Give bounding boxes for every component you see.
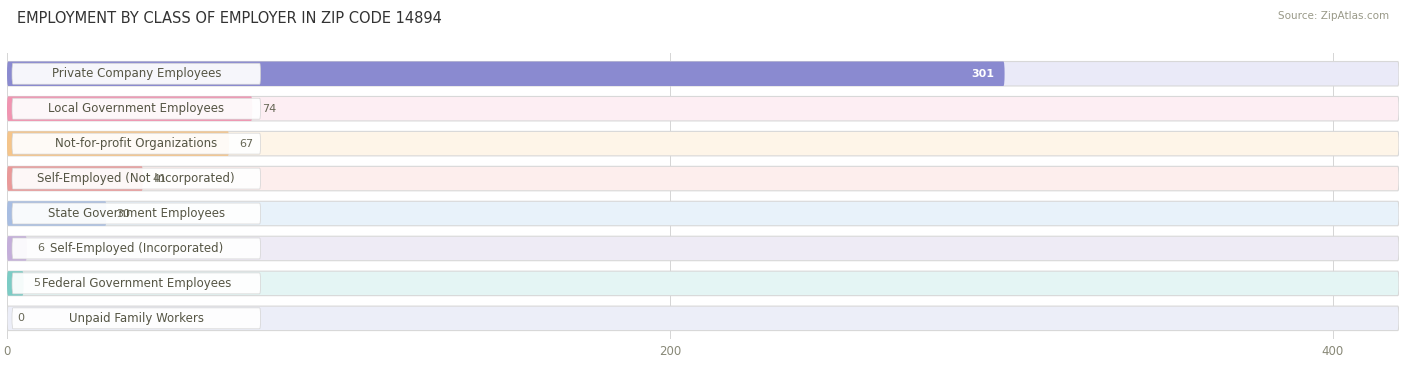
FancyBboxPatch shape <box>13 308 260 329</box>
Text: Not-for-profit Organizations: Not-for-profit Organizations <box>55 137 218 150</box>
FancyBboxPatch shape <box>7 132 1399 156</box>
Text: Source: ZipAtlas.com: Source: ZipAtlas.com <box>1278 11 1389 21</box>
FancyBboxPatch shape <box>7 61 1399 86</box>
Text: 301: 301 <box>972 69 994 79</box>
FancyBboxPatch shape <box>13 168 260 189</box>
FancyBboxPatch shape <box>7 97 252 121</box>
FancyBboxPatch shape <box>7 236 1399 261</box>
FancyBboxPatch shape <box>13 273 260 294</box>
FancyBboxPatch shape <box>7 166 1399 191</box>
FancyBboxPatch shape <box>7 306 1399 331</box>
Text: 6: 6 <box>37 244 44 253</box>
Text: Local Government Employees: Local Government Employees <box>48 102 225 115</box>
FancyBboxPatch shape <box>7 201 1399 226</box>
FancyBboxPatch shape <box>7 97 1399 121</box>
FancyBboxPatch shape <box>7 61 1005 86</box>
Text: 5: 5 <box>34 278 41 288</box>
Text: Self-Employed (Incorporated): Self-Employed (Incorporated) <box>49 242 224 255</box>
Text: 30: 30 <box>117 208 131 219</box>
FancyBboxPatch shape <box>13 203 260 224</box>
FancyBboxPatch shape <box>13 98 260 119</box>
FancyBboxPatch shape <box>7 271 1399 296</box>
FancyBboxPatch shape <box>7 132 229 156</box>
Text: 67: 67 <box>239 139 253 149</box>
FancyBboxPatch shape <box>13 63 260 84</box>
FancyBboxPatch shape <box>13 133 260 154</box>
Text: 41: 41 <box>153 173 167 184</box>
FancyBboxPatch shape <box>7 201 107 226</box>
FancyBboxPatch shape <box>7 271 24 296</box>
FancyBboxPatch shape <box>7 166 143 191</box>
Text: Federal Government Employees: Federal Government Employees <box>42 277 231 290</box>
Text: Unpaid Family Workers: Unpaid Family Workers <box>69 312 204 325</box>
Text: EMPLOYMENT BY CLASS OF EMPLOYER IN ZIP CODE 14894: EMPLOYMENT BY CLASS OF EMPLOYER IN ZIP C… <box>17 11 441 26</box>
FancyBboxPatch shape <box>13 238 260 259</box>
FancyBboxPatch shape <box>7 236 27 261</box>
Text: 0: 0 <box>17 313 24 323</box>
Text: Self-Employed (Not Incorporated): Self-Employed (Not Incorporated) <box>38 172 235 185</box>
Text: Private Company Employees: Private Company Employees <box>52 67 221 80</box>
Text: 74: 74 <box>262 104 277 114</box>
Text: State Government Employees: State Government Employees <box>48 207 225 220</box>
